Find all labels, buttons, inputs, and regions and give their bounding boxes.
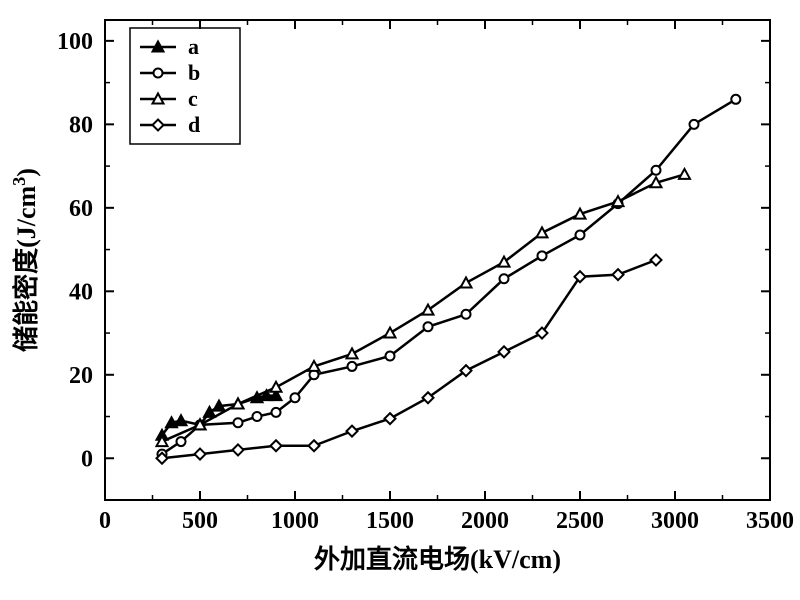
marker-triangle-open (537, 227, 548, 237)
marker-circle (462, 310, 471, 319)
marker-triangle-open (461, 277, 472, 287)
marker-circle (253, 412, 262, 421)
marker-triangle-open (153, 94, 164, 104)
chart-container: 0 500 1000 1500 2000 2500 3000 3500 0 20 40 60 80 100… (0, 0, 800, 600)
marker-circle (386, 352, 395, 361)
x-tick-label: 500 (182, 508, 218, 534)
marker-circle (272, 408, 281, 417)
marker-circle (652, 166, 661, 175)
y-tick-label: 80 (69, 112, 93, 138)
x-tick-label: 3500 (746, 508, 794, 534)
marker-triangle-filled (153, 42, 164, 52)
marker-circle (731, 95, 740, 104)
legend-label-d: d (188, 112, 200, 137)
marker-diamond (233, 444, 244, 455)
marker-circle (177, 437, 186, 446)
marker-triangle-open (679, 169, 690, 179)
marker-triangle-open (271, 382, 282, 392)
marker-circle (500, 274, 509, 283)
marker-diamond (309, 440, 320, 451)
x-tick-label: 0 (99, 508, 111, 534)
marker-triangle-open (613, 196, 624, 206)
marker-circle (234, 418, 243, 427)
marker-triangle-open (651, 177, 662, 187)
legend-label-c: c (188, 86, 198, 111)
marker-diamond (385, 413, 396, 424)
legend-label-b: b (188, 60, 200, 85)
series-d (157, 255, 662, 464)
y-tick-label: 100 (57, 29, 93, 55)
legend-box (130, 28, 240, 144)
marker-circle (690, 120, 699, 129)
marker-triangle-filled (176, 415, 187, 425)
x-tick-label: 1000 (271, 508, 319, 534)
chart-svg: 0 500 1000 1500 2000 2500 3000 3500 0 20 40 60 80 100… (0, 0, 800, 600)
marker-circle (576, 230, 585, 239)
x-axis-label: 外加直流电场(kV/cm) (314, 545, 561, 574)
y-tick-label: 60 (69, 196, 93, 222)
marker-triangle-open (347, 348, 358, 358)
marker-triangle-open (233, 399, 244, 409)
x-tick-label: 1500 (366, 508, 414, 534)
marker-triangle-open (385, 328, 396, 338)
x-tick-label: 3000 (651, 508, 699, 534)
marker-circle (291, 393, 300, 402)
y-tick-label: 40 (69, 279, 93, 305)
series-b (158, 95, 741, 459)
y-tick-label: 20 (69, 363, 93, 389)
marker-diamond (651, 255, 662, 266)
marker-diamond (613, 269, 624, 280)
series-line-d (162, 260, 656, 458)
marker-diamond (271, 440, 282, 451)
marker-circle (348, 362, 357, 371)
marker-diamond (195, 449, 206, 460)
marker-triangle-open (575, 209, 586, 219)
marker-circle (538, 251, 547, 260)
y-tick-label: 0 (81, 446, 93, 472)
marker-diamond (347, 426, 358, 437)
y-axis-label: 储能密度(J/cm3) (9, 168, 41, 352)
marker-diamond (499, 346, 510, 357)
x-tick-label: 2000 (461, 508, 509, 534)
x-tick-label: 2500 (556, 508, 604, 534)
marker-circle (154, 69, 163, 78)
marker-diamond (153, 120, 164, 131)
marker-triangle-filled (214, 401, 225, 411)
marker-circle (424, 322, 433, 331)
marker-triangle-open (309, 361, 320, 371)
legend-label-a: a (188, 34, 199, 59)
